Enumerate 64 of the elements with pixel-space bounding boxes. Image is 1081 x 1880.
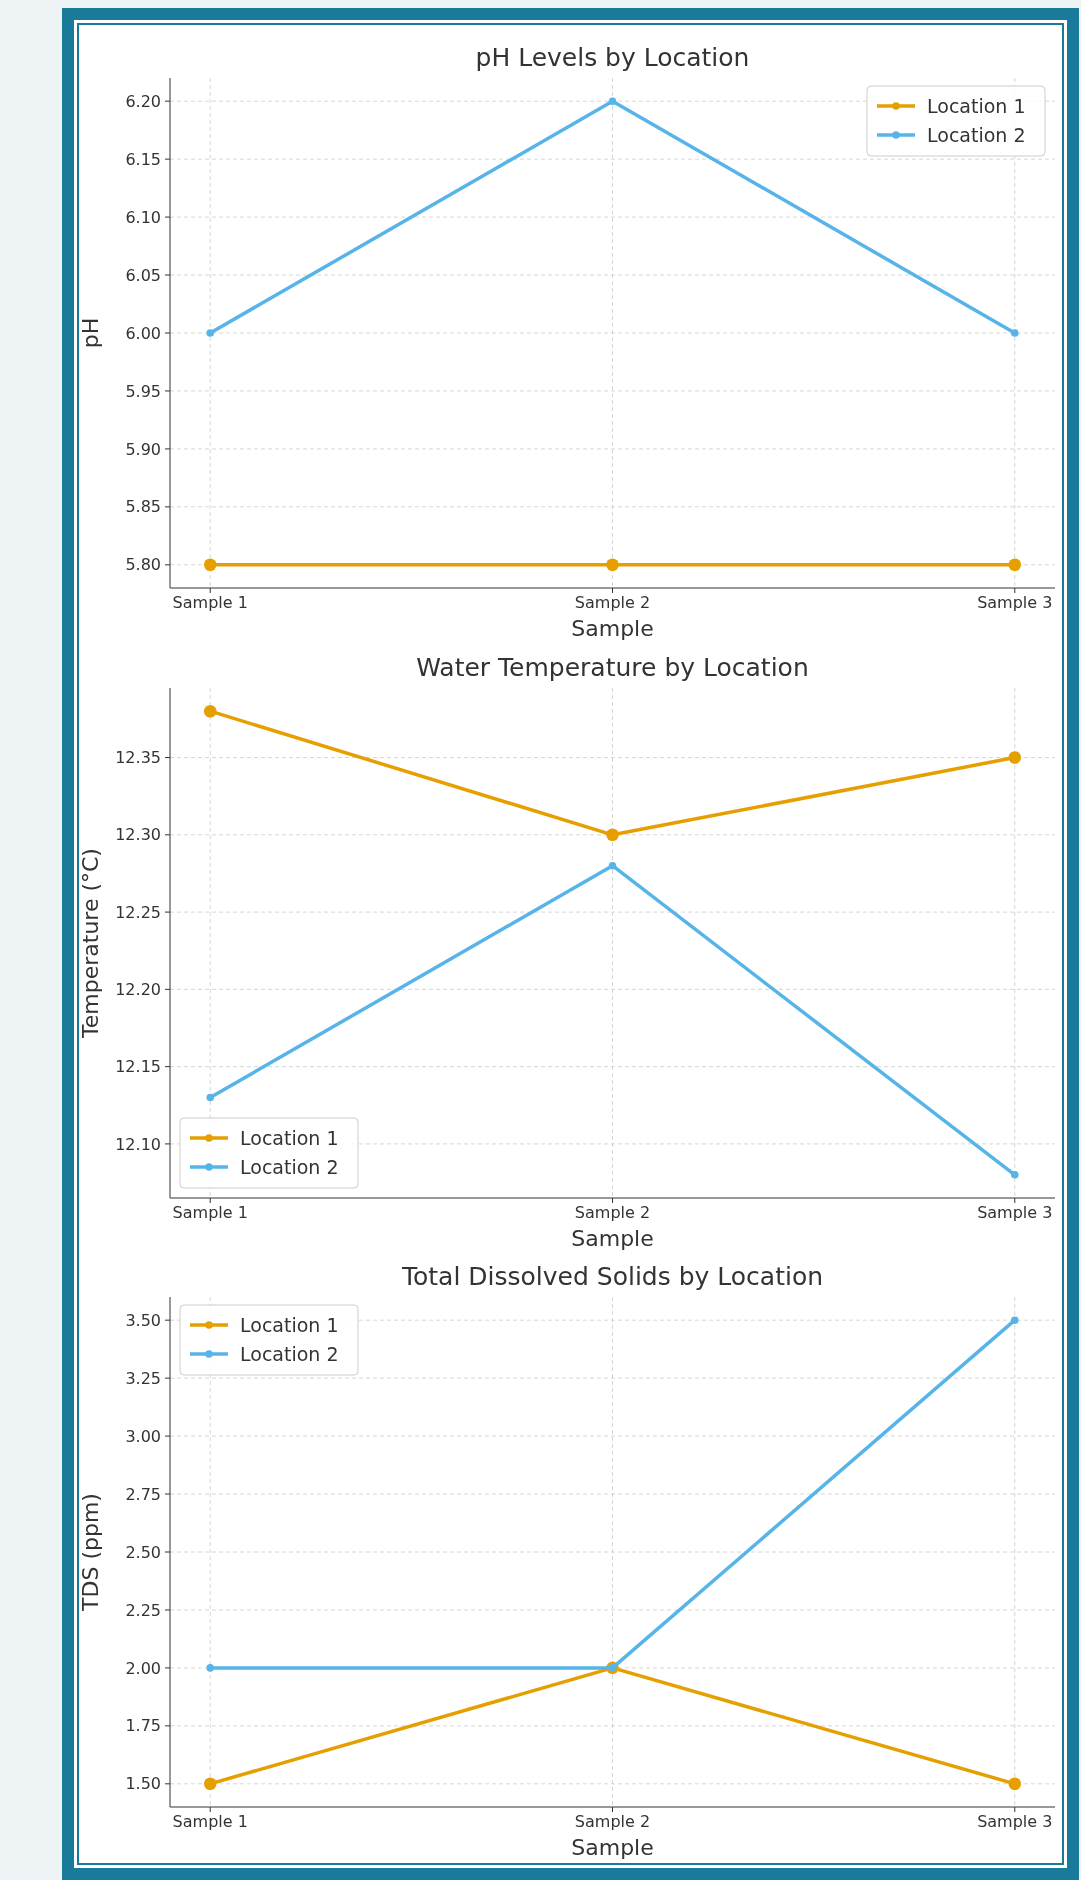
y-axis-title: Temperature (°C) [78, 848, 103, 1039]
legend-label: Location 1 [240, 1313, 339, 1336]
legend-label: Location 2 [240, 1155, 339, 1178]
y-tick-label: 6.15 [125, 149, 161, 169]
x-axis-title: Sample [571, 1835, 654, 1860]
y-tick-label: 2.50 [125, 1542, 161, 1562]
point [1008, 751, 1022, 764]
x-tick-label: Sample 1 [172, 1812, 248, 1831]
x-tick-label: Sample 2 [574, 1812, 651, 1831]
y-tick-label: 6.00 [125, 323, 161, 343]
y-tick-label: 3.50 [125, 1310, 161, 1330]
y-axis-title: pH [78, 317, 103, 349]
legend-label: Location 2 [927, 123, 1026, 146]
y-tick-label: 1.50 [125, 1774, 161, 1794]
point [206, 1093, 215, 1102]
x-tick-label: Sample 3 [977, 1812, 1053, 1831]
y-tick-label: 2.25 [125, 1600, 161, 1620]
y-tick-label: 5.85 [125, 497, 161, 517]
y-tick-label: 3.00 [125, 1426, 161, 1446]
y-tick-label: 6.20 [125, 91, 161, 111]
legend-label: Location 1 [240, 1126, 339, 1149]
x-tick-label: Sample 2 [574, 593, 651, 612]
chart-title: Total Dissolved Solids by Location [400, 1262, 824, 1291]
y-tick-label: 5.80 [125, 555, 161, 575]
y-tick-label: 12.20 [115, 979, 161, 999]
point [1010, 1171, 1019, 1179]
point [203, 558, 217, 572]
point [206, 329, 215, 337]
y-axis-title: TDS (ppm) [78, 1493, 103, 1612]
y-tick-label: 6.10 [125, 207, 161, 227]
y-tick-label: 6.05 [125, 265, 161, 285]
point [606, 828, 619, 842]
x-axis-title: Sample [571, 616, 654, 641]
y-tick-label: 12.30 [115, 825, 161, 845]
y-tick-label: 2.00 [125, 1658, 161, 1678]
point [608, 861, 617, 870]
point [1010, 329, 1019, 337]
y-tick-label: 12.10 [115, 1134, 161, 1154]
x-axis-title: Sample [571, 1226, 654, 1251]
x-tick-label: Sample 3 [977, 1203, 1053, 1222]
point [1010, 1316, 1019, 1324]
x-tick-label: Sample 2 [574, 1203, 651, 1222]
chart-title: pH Levels by Location [475, 43, 750, 72]
point [203, 1777, 217, 1791]
legend-label: Location 2 [240, 1342, 339, 1365]
x-tick-label: Sample 1 [172, 593, 248, 612]
y-tick-label: 2.75 [125, 1484, 161, 1504]
y-tick-label: 12.25 [115, 902, 161, 922]
y-tick-label: 5.95 [125, 381, 161, 401]
y-tick-label: 12.35 [115, 748, 161, 768]
point [1008, 558, 1022, 572]
x-tick-label: Sample 3 [977, 593, 1053, 612]
y-tick-label: 12.15 [115, 1057, 161, 1077]
point [608, 97, 617, 105]
y-tick-label: 1.75 [125, 1716, 161, 1736]
y-tick-label: 3.25 [125, 1368, 161, 1388]
point [606, 558, 619, 572]
y-tick-label: 5.90 [125, 439, 161, 459]
chart-title: Water Temperature by Location [416, 653, 809, 682]
point [203, 704, 217, 718]
point [206, 1664, 215, 1672]
point [1008, 1777, 1022, 1791]
legend-label: Location 1 [927, 94, 1026, 117]
x-tick-label: Sample 1 [172, 1203, 248, 1222]
